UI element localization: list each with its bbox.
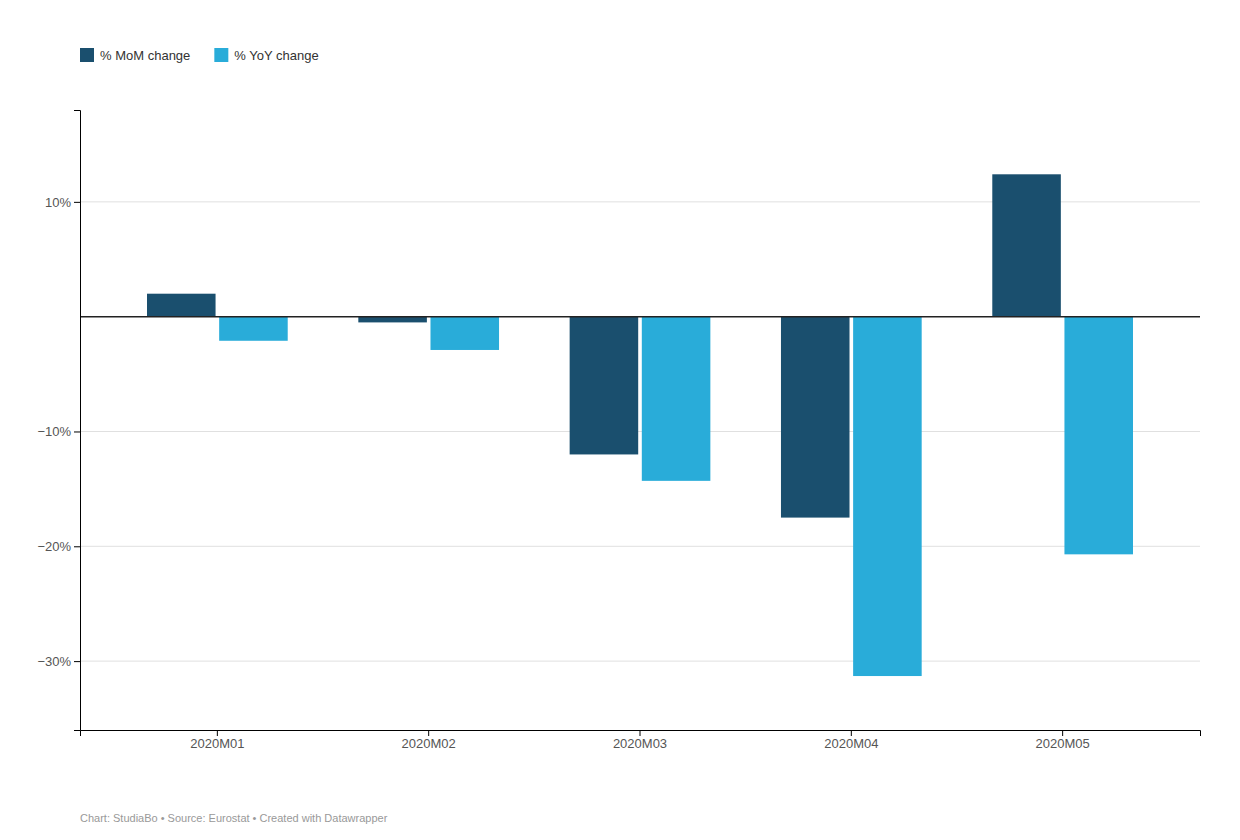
tick-label: 2020M03 bbox=[613, 736, 667, 751]
bar bbox=[642, 317, 711, 481]
bar bbox=[219, 317, 288, 341]
bar bbox=[570, 317, 639, 455]
grid-line bbox=[80, 546, 1200, 547]
tick: 10% bbox=[45, 195, 80, 210]
legend-swatch bbox=[214, 48, 228, 62]
legend-label: % MoM change bbox=[100, 48, 190, 63]
tick-label: −20% bbox=[37, 539, 71, 554]
tick-label: 10% bbox=[45, 195, 71, 210]
axis-line bbox=[74, 111, 81, 731]
tick-mark bbox=[74, 431, 80, 432]
grid-line bbox=[80, 431, 1200, 432]
tick-mark bbox=[428, 730, 429, 736]
axis-line bbox=[81, 731, 1201, 737]
tick: 2020M02 bbox=[402, 730, 456, 751]
bar bbox=[1064, 317, 1133, 555]
series bbox=[219, 317, 1133, 676]
tick-label: 2020M04 bbox=[824, 736, 878, 751]
x-axis: 2020M01 2020M02 2020M03 2020M04 2020M05 bbox=[81, 730, 1201, 751]
tick-mark bbox=[640, 730, 641, 736]
tick: −10% bbox=[37, 424, 80, 439]
plot: 10%−10%−20%−30%2020M012020M022020M032020… bbox=[37, 111, 1200, 752]
bar bbox=[781, 317, 850, 518]
tick-label: −30% bbox=[37, 654, 71, 669]
chart: 10%−10%−20%−30%2020M012020M022020M032020… bbox=[0, 0, 1240, 840]
tick: −30% bbox=[37, 654, 80, 669]
legend-item: % MoM change bbox=[80, 48, 190, 63]
tick-label: 2020M05 bbox=[1036, 736, 1090, 751]
legend: % MoM change % YoY change bbox=[80, 48, 319, 63]
legend-swatch bbox=[80, 48, 94, 62]
tick: 2020M01 bbox=[190, 730, 244, 751]
tick-mark bbox=[74, 202, 80, 203]
footnote: Chart: StudiaBo • Source: Eurostat • Cre… bbox=[80, 812, 388, 824]
tick-label: 2020M02 bbox=[402, 736, 456, 751]
bar bbox=[992, 174, 1061, 316]
tick-mark bbox=[1062, 730, 1063, 736]
bar bbox=[430, 317, 499, 350]
tick-mark bbox=[217, 730, 218, 736]
baseline bbox=[80, 316, 1200, 318]
tick-label: −10% bbox=[37, 424, 71, 439]
tick-mark bbox=[851, 730, 852, 736]
y-axis: 10% −10% −20% −30% bbox=[37, 111, 80, 731]
bar bbox=[853, 317, 922, 676]
bars bbox=[147, 174, 1133, 676]
tick: 2020M05 bbox=[1036, 730, 1090, 751]
tick-mark bbox=[74, 661, 80, 662]
legend-label: % YoY change bbox=[234, 48, 318, 63]
tick: 2020M04 bbox=[824, 730, 878, 751]
bar bbox=[358, 317, 427, 323]
tick-mark bbox=[74, 546, 80, 547]
tick: 2020M03 bbox=[613, 730, 667, 751]
legend-item: % YoY change bbox=[214, 48, 318, 63]
tick-label: 2020M01 bbox=[190, 736, 244, 751]
tick: −20% bbox=[37, 539, 80, 554]
bar bbox=[147, 294, 216, 317]
series bbox=[147, 174, 1061, 517]
grid-line bbox=[80, 661, 1200, 662]
